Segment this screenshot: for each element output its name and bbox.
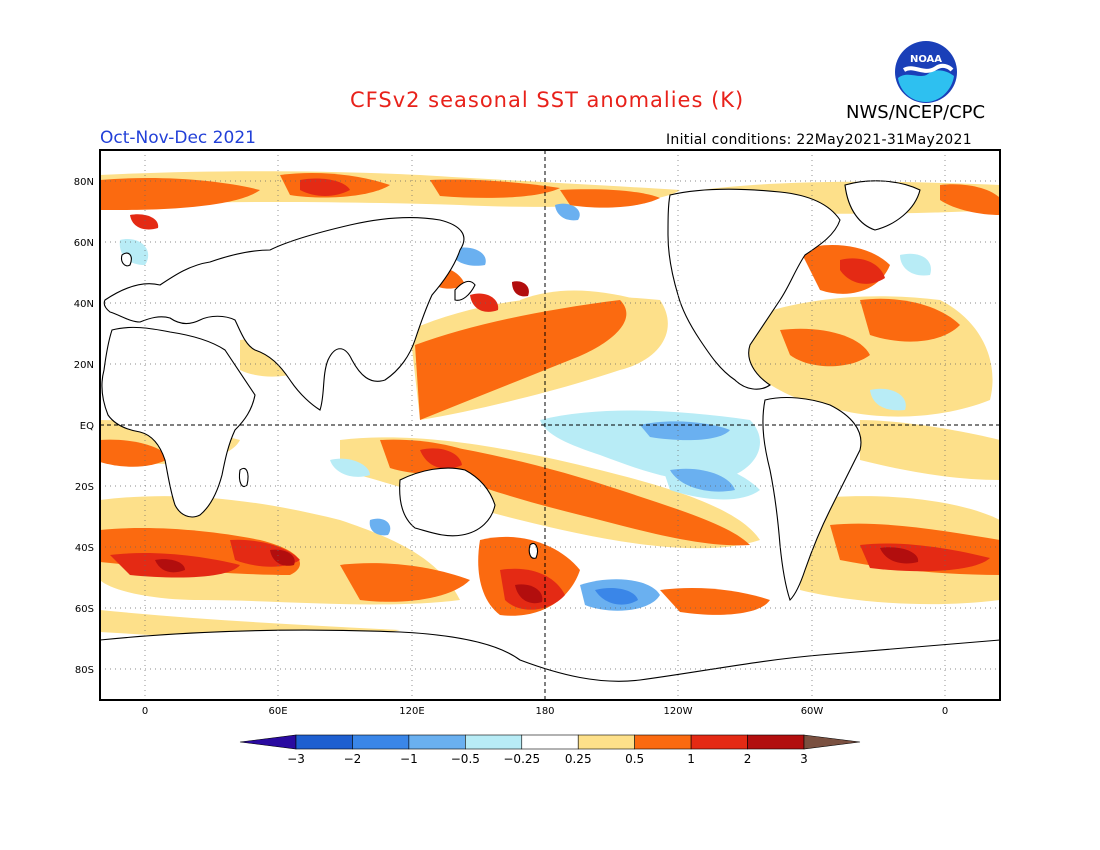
lat-label: 80N bbox=[74, 177, 94, 188]
lon-label: 120E bbox=[399, 706, 424, 717]
lat-label: 20N bbox=[74, 360, 94, 371]
colorbar: −3 −2 −1 −0.5 −0.25 0.25 0.5 1 2 3 bbox=[239, 734, 861, 766]
colorbar-swatch bbox=[408, 734, 466, 750]
grid-lines bbox=[100, 150, 1000, 700]
antarctica bbox=[100, 629, 1000, 700]
lon-label: 60W bbox=[801, 706, 824, 717]
colorbar-label: −0.5 bbox=[451, 752, 480, 766]
anomaly-field bbox=[100, 171, 1000, 700]
eurasia bbox=[103, 217, 465, 411]
colorbar-swatch bbox=[465, 734, 523, 750]
lon-label: 60E bbox=[268, 706, 287, 717]
longitude-labels: 0 60E 120E 180 120W 60W 0 bbox=[142, 706, 948, 717]
lon-label: 120W bbox=[664, 706, 693, 717]
noaa-logo-icon: NOAA bbox=[895, 41, 957, 103]
forecast-period: Oct-Nov-Dec 2021 bbox=[100, 128, 256, 148]
colorbar-swatch bbox=[747, 734, 805, 750]
colorbar-label: −3 bbox=[287, 752, 305, 766]
colorbar-label: −1 bbox=[400, 752, 418, 766]
lat-label: 80S bbox=[75, 665, 94, 676]
lat-label: 20S bbox=[75, 482, 94, 493]
colorbar-label: 3 bbox=[800, 752, 808, 766]
lat-label: 60N bbox=[74, 238, 94, 249]
colorbar-arrow-high bbox=[803, 734, 861, 750]
colorbar-label: −2 bbox=[344, 752, 362, 766]
uk bbox=[121, 252, 132, 267]
colorbar-label: 2 bbox=[744, 752, 752, 766]
latitude-labels: 80N 60N 40N 20N EQ 20S 40S 60S 80S bbox=[74, 177, 94, 676]
australia bbox=[399, 467, 496, 537]
lat-label: EQ bbox=[80, 421, 94, 432]
japan bbox=[454, 280, 476, 301]
south-america bbox=[762, 396, 862, 602]
lon-label: 0 bbox=[142, 706, 148, 717]
colorbar-swatch bbox=[521, 734, 579, 750]
colorbar-swatch bbox=[295, 734, 353, 750]
lat-label: 60S bbox=[75, 604, 94, 615]
continents bbox=[100, 180, 1000, 700]
madagascar bbox=[238, 467, 249, 488]
new-zealand bbox=[528, 542, 539, 559]
colorbar-label: 1 bbox=[687, 752, 695, 766]
north-america bbox=[667, 188, 841, 390]
map-frame bbox=[99, 149, 1001, 701]
colorbar-swatch bbox=[577, 734, 635, 750]
africa bbox=[101, 326, 256, 518]
logo-text: NOAA bbox=[910, 54, 942, 65]
colorbar-arrow-low bbox=[239, 734, 297, 750]
colorbar-label: −0.25 bbox=[503, 752, 540, 766]
lat-label: 40N bbox=[74, 299, 94, 310]
lon-label: 0 bbox=[942, 706, 948, 717]
colorbar-label: 0.5 bbox=[625, 752, 644, 766]
colorbar-label: 0.25 bbox=[565, 752, 592, 766]
lat-label: 40S bbox=[75, 543, 94, 554]
greenland bbox=[844, 180, 921, 231]
colorbar-swatch bbox=[352, 734, 410, 750]
colorbar-swatch bbox=[634, 734, 692, 750]
chart-title: CFSv2 seasonal SST anomalies (K) bbox=[350, 88, 745, 112]
organization-label: NWS/NCEP/CPC bbox=[846, 102, 986, 123]
colorbar-swatch bbox=[690, 734, 748, 750]
initial-conditions: Initial conditions: 22May2021-31May2021 bbox=[666, 132, 972, 148]
lon-label: 180 bbox=[535, 706, 554, 717]
